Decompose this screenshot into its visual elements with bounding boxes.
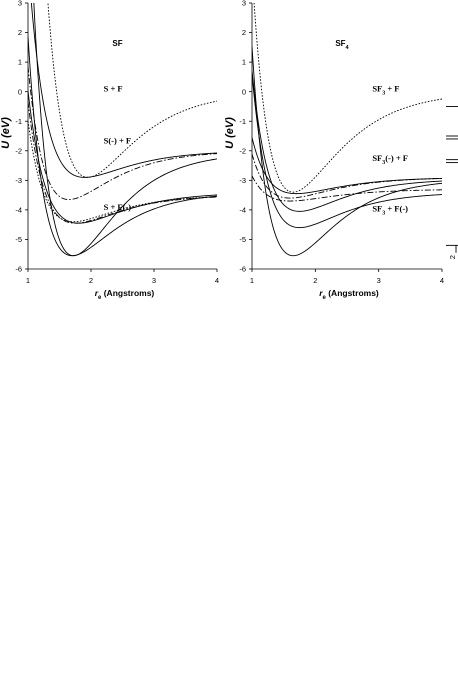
curve-annotation-1: SF3 + F	[372, 84, 399, 97]
annotation-part: 3	[382, 160, 385, 166]
potential-curve-5	[252, 175, 442, 202]
sf-panel: 3 2 1 0 -1 -2 -3 -4 -5 -6 1 2 3 4 U (eV) re (Angstroms)…	[0, 0, 219, 301]
annotation-part: SF	[372, 203, 382, 213]
annotation-part: SF	[372, 153, 382, 163]
annotation-part: (-) + F	[385, 153, 408, 163]
y-tick-label: -4	[15, 205, 22, 214]
x-label-unit: (Angstroms)	[101, 288, 154, 298]
x-tick-label: 3	[152, 276, 156, 285]
x-tick-label: 2	[313, 276, 317, 285]
potential-curve-6	[252, 74, 442, 229]
y-axis-label: U (eV)	[0, 117, 12, 149]
x-tick-label: 1	[250, 276, 254, 285]
potential-curve-8	[28, 36, 217, 257]
potential-curve-4	[28, 101, 217, 224]
annotation-part: + F	[385, 84, 399, 94]
potential-curve-2	[30, 3, 217, 178]
potential-curve-6	[28, 90, 217, 224]
annotation-part: 3	[382, 91, 385, 97]
title-main: SF	[112, 39, 122, 48]
y-tick-label: 0	[242, 87, 246, 96]
y-tick-label: -3	[239, 176, 246, 185]
sf4-panel: 3 2 1 0 -1 -2 -3 -4 -5 -6 1 2 3 4 U (eV) re (Angstroms)…	[224, 0, 444, 301]
annotation-part: + F(-)	[385, 203, 408, 213]
y-tick-label: -4	[239, 205, 246, 214]
y-tick-label: -5	[15, 235, 22, 244]
potential-curve-7	[33, 3, 217, 257]
x-label-symbol: r	[319, 288, 323, 298]
side-level-marks: 2	[446, 105, 458, 259]
y-tick-label: -6	[15, 265, 22, 274]
title-subscript: 4	[346, 45, 350, 51]
x-label-unit: (Angstroms)	[326, 288, 379, 298]
side-label: 2	[448, 255, 457, 259]
y-tick-label: 3	[18, 0, 22, 8]
y-tick-label: -2	[15, 146, 22, 155]
chart-title: SF4	[335, 39, 349, 51]
curves	[252, 3, 442, 257]
potential-curve-3	[252, 137, 442, 195]
potential-curve-5	[28, 121, 217, 223]
title-main: SF	[335, 39, 345, 48]
y-tick-label: 1	[242, 58, 246, 67]
y-tick-label: 2	[242, 28, 246, 37]
y-tick-label: 2	[18, 28, 22, 37]
potential-curve-3	[28, 66, 217, 200]
x-label-subscript: e	[323, 295, 327, 301]
annotation-part: 3	[382, 210, 385, 216]
y-tick-label: -1	[15, 117, 22, 126]
y-tick-label: 3	[242, 0, 246, 8]
x-axis-label: re (Angstroms)	[95, 288, 155, 301]
y-tick-label: -6	[239, 265, 246, 274]
potential-curve-1	[253, 3, 442, 193]
annotation-part: S + F	[104, 84, 123, 94]
x-tick-label: 2	[89, 276, 93, 285]
annotation-part: S(-) + F	[104, 135, 132, 145]
chart-title: SF	[112, 39, 122, 48]
curves	[28, 3, 217, 257]
potential-curve-7	[252, 46, 442, 257]
y-tick-label: 1	[18, 58, 22, 67]
y-tick-label: -5	[239, 235, 246, 244]
x-label-subscript: e	[98, 295, 102, 301]
y-tick-label: -2	[239, 146, 246, 155]
x-tick-label: 4	[215, 276, 219, 285]
y-tick-label: -1	[239, 117, 246, 126]
x-tick-label: 1	[26, 276, 30, 285]
y-axis-label: U (eV)	[224, 117, 236, 149]
curve-annotation-3: SF3 + F(-)	[372, 203, 408, 216]
potential-curve-2	[252, 153, 442, 199]
annotation-part: SF	[372, 84, 382, 94]
curve-annotation-2: SF3(-) + F	[372, 153, 408, 166]
x-tick-label: 3	[377, 276, 381, 285]
potential-curve-4	[252, 70, 442, 212]
curve-annotation-1: S + F	[104, 84, 123, 94]
annotation-part: S + F(-)	[104, 202, 132, 212]
x-label-symbol: r	[95, 288, 99, 298]
x-axis-label: re (Angstroms)	[319, 288, 379, 301]
x-tick-label: 4	[440, 276, 444, 285]
y-tick-label: 0	[18, 87, 22, 96]
potential-curve-1	[47, 3, 217, 178]
curve-annotation-3: S + F(-)	[104, 202, 132, 212]
curve-annotation-2: S(-) + F	[104, 135, 132, 145]
y-tick-label: -3	[15, 176, 22, 185]
